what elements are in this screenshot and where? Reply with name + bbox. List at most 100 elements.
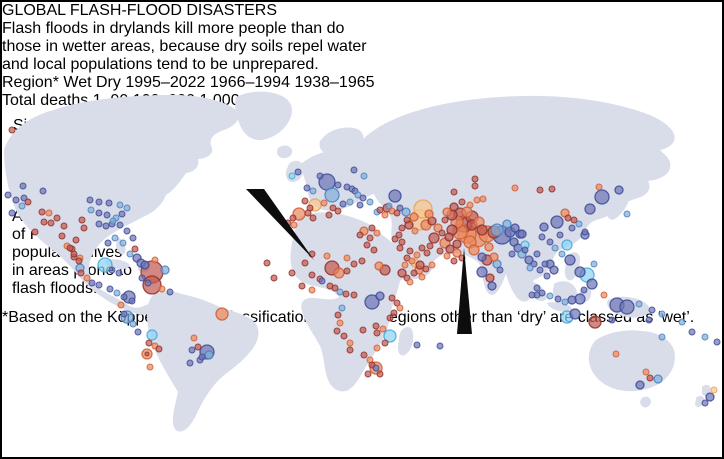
land-australia: [588, 330, 675, 392]
callout-pointer-drylands: [246, 189, 314, 260]
map-dot: [436, 342, 444, 350]
map-dot: [530, 260, 538, 268]
map-dot: [476, 266, 488, 278]
land-florida: [116, 237, 126, 255]
map-dot: [360, 172, 368, 180]
map-dot: [359, 194, 367, 202]
map-dot: [388, 294, 396, 302]
map-dot: [526, 264, 534, 272]
map-dot: [705, 392, 715, 402]
map-dot: [111, 234, 119, 242]
map-dot: [309, 187, 317, 195]
map-dot: [350, 260, 358, 268]
callout-pakistan-line: flash floods.: [12, 280, 98, 297]
map-dot: [288, 269, 296, 277]
map-dot: [342, 290, 350, 298]
map-dot: [308, 271, 316, 279]
map-dot: [452, 239, 462, 249]
map-dot: [113, 289, 121, 297]
map-dot: [645, 316, 653, 324]
map-dot: [118, 210, 126, 218]
map-dot: [188, 346, 196, 354]
map-dot: [471, 175, 479, 183]
map-dot: [584, 203, 596, 215]
map-dot: [441, 216, 449, 224]
map-dot: [303, 184, 311, 192]
map-dot: [373, 344, 381, 352]
map-dot: [8, 126, 16, 134]
map-dot: [358, 257, 366, 265]
map-dot: [511, 184, 519, 192]
map-dot: [701, 333, 709, 341]
map-dot: [524, 255, 534, 265]
map-dot: [24, 198, 32, 206]
map-dot: [120, 310, 128, 318]
map-dot: [398, 224, 406, 232]
legend-years-row1: 1995–2022: [125, 74, 206, 91]
map-dot: [77, 269, 85, 277]
map-dot: [403, 254, 411, 262]
map-dot: [406, 247, 414, 255]
map-dot: [72, 236, 80, 244]
map-dot: [366, 198, 374, 206]
map-dot: [496, 266, 504, 274]
map-dot: [95, 209, 103, 217]
map-dot: [329, 204, 337, 212]
map-dot: [658, 333, 666, 341]
map-dot: [186, 359, 194, 367]
map-dot: [346, 339, 354, 347]
map-dot: [270, 274, 278, 282]
map-dot: [88, 279, 96, 287]
map-dot: [343, 267, 351, 275]
map-dot: [308, 250, 316, 258]
map-dot: [436, 247, 444, 255]
map-dot: [443, 252, 451, 260]
land-scandinavia: [319, 127, 364, 157]
map-dot: [713, 338, 721, 346]
map-dot: [383, 329, 397, 343]
map-dot: [103, 211, 111, 219]
legend-deaths-title-1: Total: [2, 92, 36, 109]
map-dot: [397, 268, 407, 278]
map-dot: [58, 232, 66, 240]
map-dot: [550, 215, 564, 229]
map-dot: [395, 231, 403, 239]
map-dot: [575, 220, 583, 228]
map-dot: [398, 238, 406, 246]
map-dot: [678, 318, 686, 326]
map-dot: [452, 248, 462, 258]
map-dot: [80, 224, 88, 232]
map-dot: [403, 216, 411, 224]
legend-region: Region* Wet Dry 1995–2022 1966–1994 1938…: [2, 74, 722, 92]
map-dot: [648, 306, 656, 314]
map-dot: [373, 329, 381, 337]
map-dot: [418, 273, 426, 281]
map-dot: [528, 291, 536, 299]
map-dot: [126, 250, 134, 258]
map-dot: [360, 351, 368, 359]
map-dot: [450, 188, 458, 196]
map-dot: [289, 214, 297, 222]
land-japan: [607, 185, 631, 220]
map-dot: [324, 187, 340, 203]
map-dot: [533, 250, 541, 258]
map-dot: [653, 374, 663, 384]
map-dot: [158, 285, 166, 293]
map-dot: [410, 269, 418, 277]
map-dot: [554, 295, 562, 303]
map-dot: [413, 251, 421, 259]
map-dot: [442, 207, 452, 217]
map-dot: [123, 227, 131, 235]
map-dot: [413, 341, 421, 349]
map-dot: [450, 257, 458, 265]
map-dot: [368, 224, 376, 232]
map-dot: [608, 316, 616, 324]
map-dot: [561, 298, 569, 306]
map-dot: [354, 191, 362, 199]
map-dot: [385, 202, 393, 210]
legend-region-title: Region*: [2, 74, 59, 91]
map-dot: [343, 254, 351, 262]
subtitle-line: Flash floods in drylands kill more peopl…: [2, 20, 345, 37]
map-dot: [308, 286, 316, 294]
